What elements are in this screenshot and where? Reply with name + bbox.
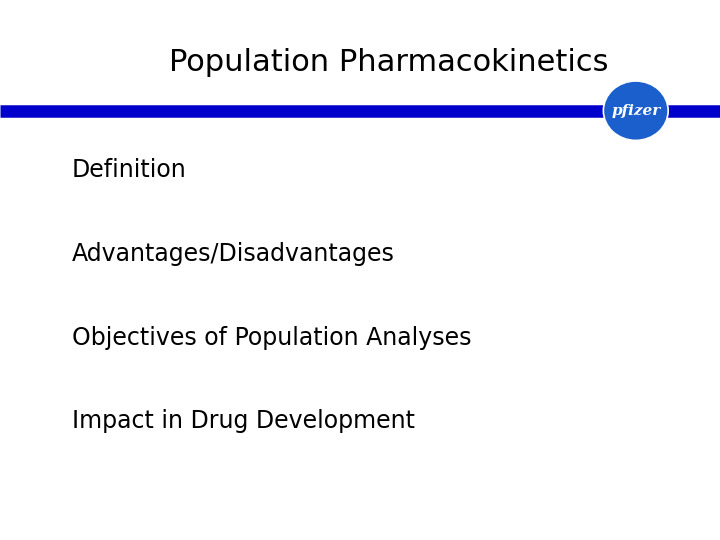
Text: Objectives of Population Analyses: Objectives of Population Analyses bbox=[72, 326, 472, 349]
Text: Advantages/Disadvantages: Advantages/Disadvantages bbox=[72, 242, 395, 266]
Text: Impact in Drug Development: Impact in Drug Development bbox=[72, 409, 415, 433]
Text: pfizer: pfizer bbox=[611, 104, 660, 118]
Text: Population Pharmacokinetics: Population Pharmacokinetics bbox=[169, 48, 608, 77]
Text: Definition: Definition bbox=[72, 158, 186, 182]
Ellipse shape bbox=[603, 81, 668, 140]
